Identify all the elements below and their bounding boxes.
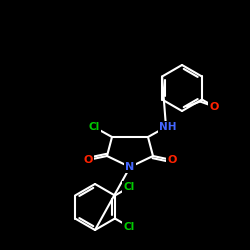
Text: Cl: Cl [88, 122, 100, 132]
Text: O: O [83, 155, 93, 165]
Text: NH: NH [159, 122, 177, 132]
Text: O: O [167, 155, 177, 165]
Text: N: N [126, 162, 134, 172]
Text: Cl: Cl [123, 222, 134, 232]
Text: O: O [209, 102, 219, 112]
Text: Cl: Cl [123, 182, 134, 192]
